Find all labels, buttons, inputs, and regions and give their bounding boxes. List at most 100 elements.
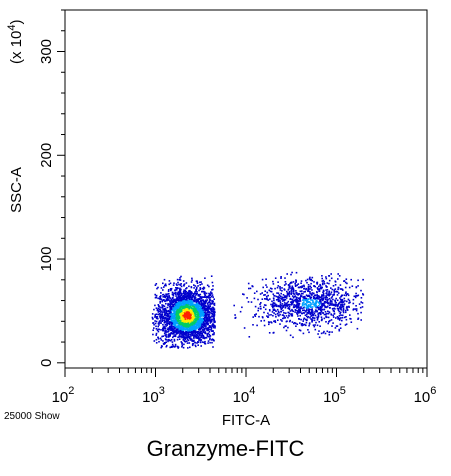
x-tick-label: 102 [52,385,75,406]
event-dot [297,312,300,314]
event-dot [303,295,305,298]
event-dot [264,294,266,296]
event-dot [208,297,210,299]
event-dot [166,322,168,324]
event-dot [292,287,294,290]
event-dot [320,287,322,289]
event-dot [155,316,157,318]
event-dot [187,308,189,310]
event-dot [200,315,203,317]
event-dot [157,311,160,313]
event-dot [208,292,210,295]
event-dot [197,300,200,302]
event-dot [206,302,209,305]
event-dot [186,327,188,330]
event-dot [191,279,193,282]
event-dot [179,303,182,306]
event-dot [206,306,209,308]
event-dot [204,277,206,279]
event-dot [330,273,332,275]
event-dot [184,313,187,315]
event-dot [328,294,330,297]
event-dot [290,290,293,292]
event-dot [325,276,327,278]
event-dot [266,297,268,300]
event-dot [317,287,319,290]
event-dot [209,335,211,337]
event-dot [172,336,174,339]
event-dot [273,312,275,314]
event-dot [190,302,192,305]
event-dot [301,303,304,305]
event-dot [176,278,179,281]
event-dot [281,298,283,301]
event-dot [311,294,313,296]
event-dot [320,332,323,335]
event-dot [204,340,206,343]
event-dot [312,313,315,316]
event-dot [185,316,188,318]
event-dot [154,320,156,322]
event-dot [323,330,325,333]
event-dot [342,311,345,314]
event-dot [164,300,166,303]
event-dot [182,329,185,331]
event-dot [189,309,191,312]
event-dot [189,317,192,319]
event-dot [337,278,339,280]
event-dot [291,298,294,301]
event-dot [207,306,210,309]
event-dot [182,292,185,295]
event-dot [177,306,180,309]
event-dot [197,313,200,316]
event-dot [316,324,319,327]
event-dot [210,295,213,298]
event-dot [254,315,257,317]
event-dot [322,298,324,300]
event-dot [185,308,188,311]
event-dot [160,292,162,294]
event-dot [178,299,181,302]
event-dot [291,309,293,312]
event-dot [193,327,195,329]
event-dot [167,331,169,333]
event-dot [154,313,157,316]
event-dot [276,286,279,289]
event-dot [331,288,334,291]
event-dot [297,293,300,296]
event-dot [309,313,312,315]
event-dot [205,312,207,314]
event-dot [360,297,363,299]
event-dot [174,335,177,338]
event-dot [321,275,323,277]
event-dot [183,285,185,287]
event-dot [190,300,193,302]
event-dot [179,295,181,298]
event-dot [174,313,176,316]
event-dot [177,287,179,290]
event-dot [279,289,282,291]
event-dot [259,305,262,308]
event-dot [303,309,305,311]
event-dot [195,290,197,292]
event-dot [180,299,182,301]
event-dot [159,320,162,322]
event-dot [186,342,189,344]
event-dot [302,292,304,295]
event-dot [326,291,328,293]
event-dot [288,285,291,288]
event-dot [166,295,169,298]
event-dot [174,327,176,330]
event-dot [157,317,159,320]
event-dot [170,314,173,317]
event-dot [272,306,274,309]
event-dot [207,301,210,304]
event-dot [210,319,212,321]
event-dot [278,311,280,314]
event-dot [273,299,275,302]
event-dot [350,278,352,281]
event-dot [177,319,180,321]
event-dot [281,296,284,299]
event-dot [186,332,188,334]
event-dot [200,319,202,321]
